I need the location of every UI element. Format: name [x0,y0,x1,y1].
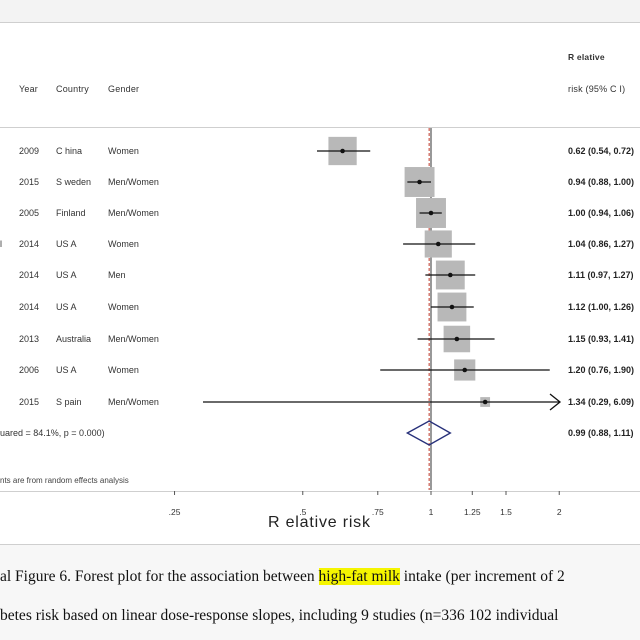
point-estimate [462,367,468,373]
country-header: Country [56,84,89,94]
forest-plot-panel [0,22,640,545]
panel-bottom-divider [0,544,640,545]
point-estimate [482,399,488,405]
top-strip [0,0,640,22]
country-cell: S weden [56,177,92,187]
country-cell: Australia [56,334,92,344]
x-axis-label: R elative risk [268,514,371,531]
ci-cell: 0.62 (0.54, 0.72) [568,146,635,156]
point-estimate [428,210,434,216]
caption-text: al Figure 6. Forest plot for the associa… [0,568,319,585]
gender-cell: Men/Women [108,208,159,218]
gender-cell: Women [108,239,139,249]
header-divider [0,127,640,128]
gender-cell: Men/Women [108,177,159,187]
overall-ci-cell: 0.99 (0.88, 1.11) [568,428,634,438]
x-tick-label: 1.25 [464,507,481,517]
overall-diamond [405,420,452,446]
gender-cell: Men/Women [108,334,159,344]
country-cell: US A [56,302,77,312]
year-cell: 2014 [19,239,40,249]
caption-highlight: high-fat milk [318,568,400,585]
year-header: Year [19,84,38,94]
ci-cell: 1.15 (0.93, 1.41) [568,334,635,344]
country-cell: Finland [56,208,86,218]
caption-band [0,545,640,640]
point-estimate [417,179,422,185]
year-cell: 2014 [19,302,40,312]
gender-cell: Women [108,302,139,312]
row-prefix-fragment: l [0,239,2,249]
year-cell: 2005 [19,208,40,218]
point-estimate [454,336,460,342]
gender-cell: Women [108,365,139,375]
axis-divider [0,491,640,492]
country-cell: S pain [56,397,82,407]
ci-arrow [549,393,562,411]
ci-cell: 1.11 (0.97, 1.27) [568,270,634,280]
country-cell: US A [56,270,77,280]
x-tick-label: .25 [169,507,181,517]
x-tick-label: 1 [429,507,434,517]
x-tick-label: .5 [299,507,306,517]
point-estimate [448,272,453,278]
year-cell: 2015 [19,397,40,407]
caption-line-1: al Figure 6. Forest plot for the associa… [0,568,565,586]
ci-cell: 1.12 (1.00, 1.26) [568,302,635,312]
year-cell: 2006 [19,365,40,375]
top-divider [0,22,640,23]
year-cell: 2013 [19,334,40,344]
random-effects-note: nts are from random effects analysis [0,476,129,485]
gender-header: Gender [108,84,140,94]
x-tick-label: 1.5 [500,507,512,517]
gender-cell: Women [108,146,139,156]
caption-text: intake (per increment of 2 [399,568,565,585]
relative-risk-header: R elative [568,52,605,62]
ci-cell: 1.00 (0.94, 1.06) [568,208,635,218]
ci-cell: 0.94 (0.88, 1.00) [568,177,635,187]
year-cell: 2009 [19,146,40,156]
point-estimate [449,304,455,310]
country-cell: US A [56,365,77,375]
heterogeneity-label: uared = 84.1%, p = 0.000) [0,428,105,438]
point-estimate [340,148,345,154]
ci-cell: 1.20 (0.76, 1.90) [568,365,635,375]
ci-cell: 1.04 (0.86, 1.27) [568,239,635,249]
year-cell: 2014 [19,270,40,280]
gender-cell: Men/Women [108,397,159,407]
x-tick-label: .75 [372,507,384,517]
point-estimate [435,241,441,247]
year-cell: 2015 [19,177,40,187]
country-cell: US A [56,239,77,249]
country-cell: C hina [56,146,83,156]
ci-cell: 1.34 (0.29, 6.09) [568,397,635,407]
relative-risk-ci-header: risk (95% C I) [568,84,626,94]
x-tick-label: 2 [557,507,562,517]
gender-cell: Men [108,270,126,280]
caption-line-2: betes risk based on linear dose-response… [0,607,559,624]
